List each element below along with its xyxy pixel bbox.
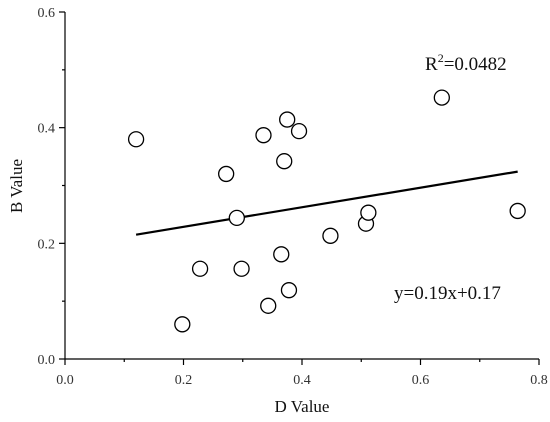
- r-squared-label: R: [425, 54, 438, 75]
- data-point: [280, 282, 298, 299]
- data-point: [273, 246, 290, 263]
- x-axis-title: D Value: [275, 397, 330, 416]
- data-point: [433, 89, 450, 106]
- data-points: [127, 89, 526, 333]
- x-tick-label: 0.0: [56, 373, 74, 388]
- trendline: [135, 170, 518, 236]
- data-point: [509, 202, 526, 220]
- data-point: [290, 122, 308, 140]
- data-point: [322, 227, 339, 244]
- x-tick-label: 0.2: [175, 373, 193, 388]
- regression-equation: y=0.19x+0.17: [394, 283, 501, 304]
- data-point: [191, 260, 209, 277]
- axis-ticks: 0.0 0.2 0.4 0.6 0.8 0.0 0.2 0.4 0.6: [38, 6, 548, 388]
- y-tick-label: 0.6: [38, 6, 56, 21]
- data-point: [279, 111, 296, 128]
- r-squared-annotation: R2=0.0482: [425, 51, 507, 75]
- x-tick-label: 0.4: [293, 373, 311, 388]
- y-tick-label: 0.0: [38, 353, 56, 368]
- r-squared-value: =0.0482: [444, 54, 507, 75]
- data-point: [174, 316, 191, 333]
- data-point: [218, 165, 235, 183]
- y-tick-label: 0.2: [38, 237, 56, 252]
- data-point: [276, 153, 293, 170]
- data-point: [360, 204, 377, 221]
- data-point: [260, 297, 277, 314]
- r-squared-exponent: 2: [438, 51, 444, 65]
- data-point: [127, 131, 145, 148]
- x-tick-label: 0.6: [412, 373, 430, 388]
- data-point: [228, 209, 245, 227]
- y-tick-label: 0.4: [38, 122, 56, 137]
- data-point: [255, 127, 272, 144]
- trendline-group: [135, 170, 518, 236]
- x-tick-label: 0.8: [530, 373, 548, 388]
- y-axis-title: B Value: [7, 159, 26, 213]
- data-point: [233, 260, 250, 277]
